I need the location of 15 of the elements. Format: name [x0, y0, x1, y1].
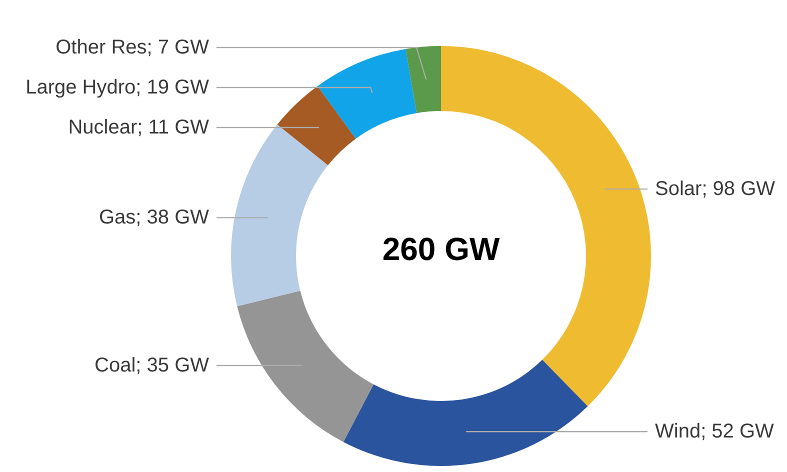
donut-slice	[277, 86, 356, 166]
text: 260 GW	[382, 231, 500, 267]
slice-label: Nuclear; 11 GW	[68, 116, 210, 138]
slice-label: Wind; 52 GW	[655, 420, 774, 443]
slice-label: Large Hydro; 19 GW	[26, 76, 210, 98]
slice-label: Coal; 35 GW	[94, 354, 210, 376]
slice-label: Other Res; 7 GW	[56, 36, 210, 58]
donut-slice	[231, 124, 328, 306]
donut-slice	[441, 46, 651, 406]
slice-label: Solar; 98 GW	[655, 178, 776, 200]
slice-label: Gas; 38 GW	[98, 206, 210, 229]
donut-slice	[343, 360, 588, 466]
donut-slice	[237, 290, 374, 442]
donut-slice	[318, 49, 417, 139]
donut-slice	[406, 46, 441, 114]
